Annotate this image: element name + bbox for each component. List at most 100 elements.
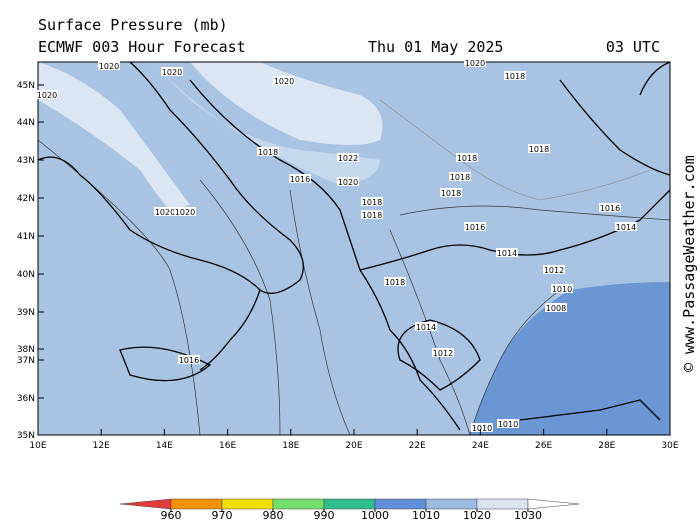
lon-label: 20E bbox=[345, 441, 362, 451]
isobar-label: 1008 bbox=[546, 304, 566, 313]
isobar-label-bg bbox=[456, 153, 478, 162]
lon-label: 30E bbox=[661, 441, 678, 451]
isobar-label: 1020 bbox=[37, 91, 57, 100]
isobar-label: 1020 bbox=[274, 77, 294, 86]
isobar-label: 1018 bbox=[505, 72, 525, 81]
colorbar-segment bbox=[323, 498, 376, 510]
isobar-label: 1018 bbox=[529, 145, 549, 154]
isobar-label: 1020 bbox=[175, 208, 195, 217]
lat-label: 43N bbox=[17, 156, 35, 166]
isobar-label-bg bbox=[337, 153, 359, 162]
isobar-label-bg bbox=[257, 147, 279, 156]
lon-label: 14E bbox=[156, 441, 173, 451]
isobar-label: 1010 bbox=[472, 424, 492, 433]
isobar-label-bg bbox=[497, 419, 519, 428]
isobar-label: 1022 bbox=[338, 154, 358, 163]
isobar-label-bg bbox=[440, 188, 462, 197]
lon-label: 10E bbox=[29, 441, 46, 451]
lat-label: 41N bbox=[17, 232, 35, 242]
isobar-label: 1018 bbox=[258, 148, 278, 157]
isobar-label-bg bbox=[178, 355, 200, 364]
colorbar-label: 980 bbox=[263, 509, 284, 522]
colorbar-segment bbox=[476, 498, 529, 510]
isobar-label-bg bbox=[273, 76, 295, 85]
colorbar-label: 990 bbox=[314, 509, 335, 522]
isobar-label-bg bbox=[36, 90, 58, 99]
isobar-label: 1010 bbox=[552, 285, 572, 294]
isobar-label-bg bbox=[361, 197, 383, 206]
isobar-label-bg bbox=[337, 177, 359, 186]
colorbar-label: 1020 bbox=[463, 509, 491, 522]
lat-label: 39N bbox=[17, 308, 35, 318]
lon-label: 16E bbox=[219, 441, 236, 451]
lat-label: 37N bbox=[17, 356, 35, 366]
isobar-label-bg bbox=[545, 303, 567, 312]
lat-label: 44N bbox=[17, 118, 35, 128]
isobar-label: 1020 bbox=[465, 59, 485, 68]
isobar-label-bg bbox=[496, 248, 518, 257]
isobar-label-bg bbox=[471, 423, 493, 432]
colorbar-label: 960 bbox=[161, 509, 182, 522]
isobar-label-bg bbox=[289, 174, 311, 183]
isobar-label: 1018 bbox=[385, 278, 405, 287]
colorbar-label: 1030 bbox=[514, 509, 542, 522]
isobar-label: 1014 bbox=[416, 323, 436, 332]
isobar-label: 1018 bbox=[362, 198, 382, 207]
lon-label: 12E bbox=[93, 441, 110, 451]
colorbar-segment bbox=[272, 498, 325, 510]
lat-label: 36N bbox=[17, 394, 35, 404]
isobar-label: 1016 bbox=[465, 223, 485, 232]
isobar-label: 1016 bbox=[179, 356, 199, 365]
date-label: Thu 01 May 2025 bbox=[368, 38, 503, 56]
colorbar-end bbox=[527, 498, 580, 510]
isobar-label-bg bbox=[415, 322, 437, 331]
isobar-label: 1018 bbox=[362, 211, 382, 220]
isobar-label: 1016 bbox=[290, 175, 310, 184]
colorbar-segment bbox=[374, 498, 427, 510]
isobar-label-bg bbox=[528, 144, 550, 153]
colorbar-segment bbox=[221, 498, 274, 510]
lat-label: 38N bbox=[17, 345, 35, 355]
lon-label: 18E bbox=[282, 441, 299, 451]
isobar-label-bg bbox=[154, 207, 176, 216]
colorbar-label: 1010 bbox=[412, 509, 440, 522]
lon-label: 22E bbox=[409, 441, 426, 451]
isobar-label: 1016 bbox=[600, 204, 620, 213]
lat-label: 40N bbox=[17, 270, 35, 280]
isobar-label: 1014 bbox=[497, 249, 517, 258]
lat-label: 42N bbox=[17, 194, 35, 204]
isobar-label-bg bbox=[543, 265, 565, 274]
lat-label: 35N bbox=[17, 431, 35, 441]
isobar-label: 1018 bbox=[450, 173, 470, 182]
map-title: Surface Pressure (mb) bbox=[38, 16, 228, 34]
isobar-label: 1012 bbox=[544, 266, 564, 275]
colorbar-segment bbox=[425, 498, 478, 510]
isobar-label-bg bbox=[464, 222, 486, 231]
model-label: ECMWF 003 Hour Forecast bbox=[38, 38, 246, 56]
isobar-label-bg bbox=[551, 284, 573, 293]
colorbar-end bbox=[119, 498, 172, 510]
colorbar-segment bbox=[170, 498, 223, 510]
time-label: 03 UTC bbox=[606, 38, 660, 56]
lon-label: 26E bbox=[535, 441, 552, 451]
lat-label: 45N bbox=[17, 81, 35, 91]
isobar-label-bg bbox=[599, 203, 621, 212]
isobar-label: 1020 bbox=[155, 208, 175, 217]
isobar-label: 1010 bbox=[498, 420, 518, 429]
isobar-label: 1020 bbox=[338, 178, 358, 187]
lon-label: 28E bbox=[598, 441, 615, 451]
isobar-label: 1012 bbox=[433, 349, 453, 358]
isobar-label-bg bbox=[449, 172, 471, 181]
map-area bbox=[37, 61, 671, 436]
colorbar-label: 970 bbox=[212, 509, 233, 522]
isobar-label-bg bbox=[504, 71, 526, 80]
isobar-label-bg bbox=[161, 67, 183, 76]
isobar-label-bg bbox=[174, 207, 196, 216]
colorbar-label: 1000 bbox=[361, 509, 389, 522]
isobar-label: 1020 bbox=[162, 68, 182, 77]
isobar-label: 1018 bbox=[457, 154, 477, 163]
colorbar: 960 970 980 990 1000 1010 1020 1030 bbox=[119, 498, 580, 522]
